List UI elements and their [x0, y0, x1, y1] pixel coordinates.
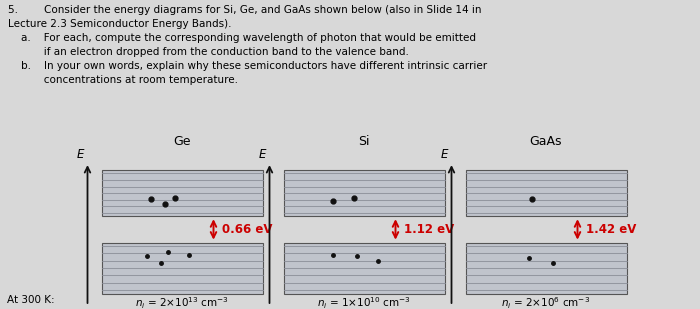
Bar	[466, 170, 626, 216]
Text: 5.        Consider the energy diagrams for Si, Ge, and GaAs shown below (also in: 5. Consider the energy diagrams for Si, …	[8, 5, 487, 85]
Text: E: E	[258, 148, 266, 161]
Bar	[102, 243, 262, 294]
Text: 1.12 eV: 1.12 eV	[404, 223, 454, 236]
Text: $n_i$ = 2×10$^{13}$ cm$^{-3}$: $n_i$ = 2×10$^{13}$ cm$^{-3}$	[135, 295, 229, 309]
Bar	[284, 243, 444, 294]
Text: 0.66 eV: 0.66 eV	[222, 223, 272, 236]
Bar	[284, 170, 444, 216]
Text: GaAs: GaAs	[530, 135, 562, 148]
Text: E: E	[440, 148, 448, 161]
Bar	[102, 170, 262, 216]
Text: E: E	[76, 148, 84, 161]
Text: At 300 K:: At 300 K:	[7, 295, 55, 305]
Text: $n_i$ = 1×10$^{10}$ cm$^{-3}$: $n_i$ = 1×10$^{10}$ cm$^{-3}$	[317, 295, 411, 309]
Text: $n_i$ = 2×10$^{6}$ cm$^{-3}$: $n_i$ = 2×10$^{6}$ cm$^{-3}$	[501, 295, 591, 309]
Text: 1.42 eV: 1.42 eV	[586, 223, 636, 236]
Text: Ge: Ge	[174, 135, 190, 148]
Bar	[466, 243, 626, 294]
Text: Si: Si	[358, 135, 370, 148]
